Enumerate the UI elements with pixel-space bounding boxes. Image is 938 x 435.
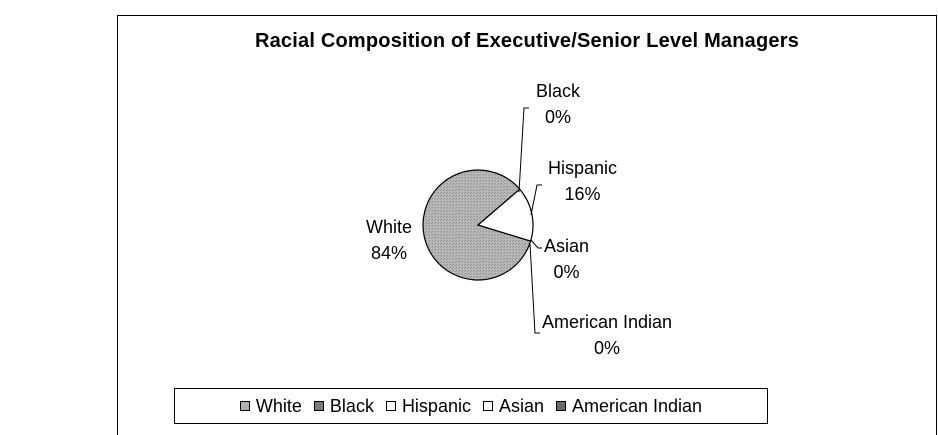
label-asian: Asian 0%	[544, 236, 590, 282]
legend-label-white: White	[255, 395, 302, 416]
leader-asian	[530, 239, 542, 249]
leader-american-indian	[529, 243, 540, 334]
legend-swatch-hispanic	[385, 401, 396, 411]
legend-label-black: Black	[329, 395, 374, 416]
legend-label-asian: Asian	[498, 395, 544, 416]
legend-item-american-indian: American Indian	[556, 396, 702, 417]
label-american-indian: American Indian 0%	[542, 312, 673, 358]
chart-frame	[117, 15, 937, 435]
leader-black	[518, 107, 529, 193]
leader-hispanic	[530, 184, 542, 216]
label-black: Black 0%	[536, 81, 581, 127]
legend-label-american-indian: American Indian	[572, 395, 703, 416]
label-hispanic: Hispanic 16%	[548, 158, 618, 204]
legend-swatch-black	[313, 401, 324, 411]
legend-swatch-asian	[482, 401, 493, 411]
legend-label-hispanic: Hispanic	[401, 395, 471, 416]
legend-item-white: White	[239, 395, 302, 417]
legend-swatch-white	[239, 401, 250, 411]
legend-item-asian: Asian	[482, 395, 544, 417]
chart-title: Racial Composition of Executive/Senior L…	[254, 30, 800, 52]
legend-item-black: Black	[313, 395, 374, 417]
label-white: White 84%	[366, 217, 413, 263]
legend-item-hispanic: Hispanic	[385, 395, 471, 417]
legend: White Black Hispanic Asian American Indi…	[174, 388, 768, 424]
slice-white	[422, 169, 532, 281]
legend-swatch-american-indian	[556, 401, 566, 411]
